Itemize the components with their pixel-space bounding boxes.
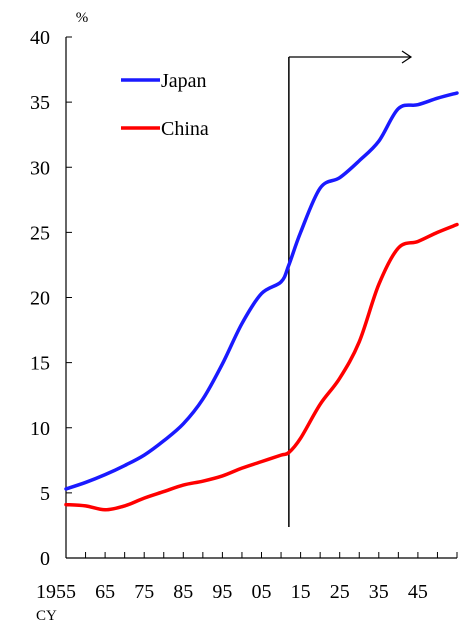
x-axis-unit-label: CY bbox=[36, 608, 57, 624]
y-tick-label: 30 bbox=[30, 157, 50, 179]
legend-label-japan: Japan bbox=[161, 70, 207, 92]
y-tick-label: 5 bbox=[40, 483, 50, 505]
x-tick-label: 45 bbox=[408, 581, 428, 603]
x-tick-label: 15 bbox=[291, 581, 311, 603]
y-tick-label: 40 bbox=[30, 27, 50, 49]
x-tick-label: 95 bbox=[212, 581, 232, 603]
x-tick-label: 25 bbox=[330, 581, 350, 603]
x-tick-label: 75 bbox=[134, 581, 154, 603]
legend-label-china: China bbox=[161, 118, 209, 140]
y-tick-label: 35 bbox=[30, 92, 50, 114]
x-tick-label: 05 bbox=[252, 581, 272, 603]
y-tick-label: 15 bbox=[30, 353, 50, 375]
series-line-japan bbox=[64, 91, 459, 491]
x-tick-label: 35 bbox=[369, 581, 389, 603]
y-tick-label: 0 bbox=[40, 548, 50, 570]
series-line-china bbox=[64, 222, 459, 512]
y-tick-label: 20 bbox=[30, 288, 50, 310]
x-tick-label: 85 bbox=[173, 581, 193, 603]
annotation-arrow-head bbox=[401, 50, 413, 64]
x-tick-label: 65 bbox=[95, 581, 115, 603]
y-tick-label: 25 bbox=[30, 222, 50, 244]
y-tick-label: 10 bbox=[30, 418, 50, 440]
y-axis-unit-label: % bbox=[76, 10, 89, 26]
x-tick-label: 1955 bbox=[36, 581, 76, 603]
